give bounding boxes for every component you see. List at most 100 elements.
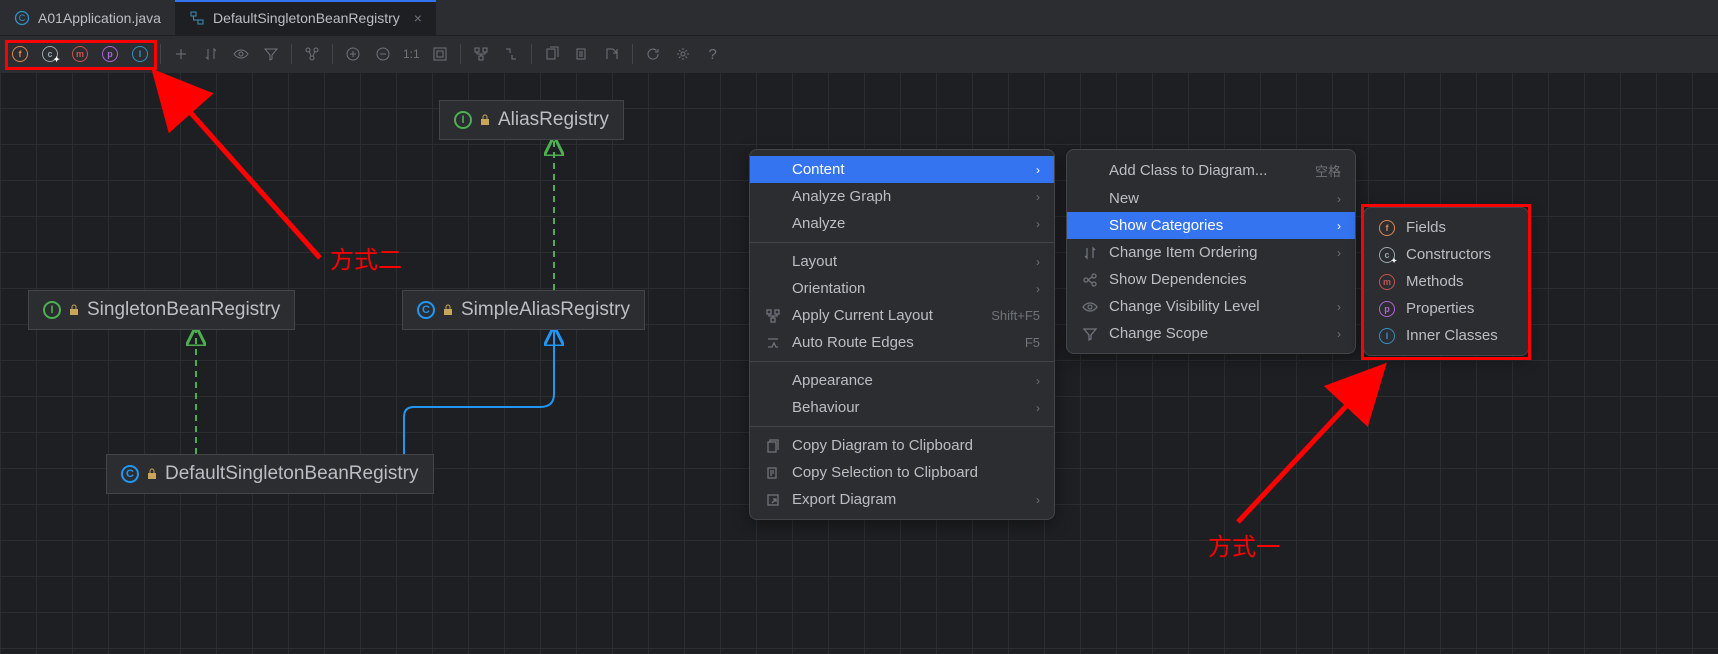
toolbar-properties-icon[interactable]: p xyxy=(96,40,124,68)
node-simplealiasregistry[interactable]: C SimpleAliasRegistry xyxy=(402,290,645,330)
menu-item-apply-current-layout[interactable]: Apply Current Layout Shift+F5 xyxy=(750,302,1054,329)
menu-item-label: Add Class to Diagram... xyxy=(1109,162,1267,179)
chevron-right-icon: › xyxy=(1337,219,1341,233)
menu-item-label: Apply Current Layout xyxy=(792,307,933,324)
lock-icon xyxy=(480,114,490,126)
menu-item-label: New xyxy=(1109,190,1139,207)
node-singletonbeanregistry[interactable]: I SingletonBeanRegistry xyxy=(28,290,295,330)
toolbar-help-icon[interactable]: ? xyxy=(699,40,727,68)
menu-item-copy-selection-to-clipboard[interactable]: Copy Selection to Clipboard xyxy=(750,459,1054,486)
menu-separator xyxy=(750,361,1054,362)
toolbar-copy-icon[interactable] xyxy=(538,40,566,68)
chevron-right-icon: › xyxy=(1036,217,1040,231)
separator xyxy=(332,44,333,64)
menu-item-new[interactable]: New › xyxy=(1067,185,1355,212)
chevron-right-icon: › xyxy=(1036,255,1040,269)
lock-icon xyxy=(147,468,157,480)
menu-item-analyze-graph[interactable]: Analyze Graph› xyxy=(750,183,1054,210)
menu-item-label: Properties xyxy=(1406,300,1474,317)
menu-item-label: Analyze Graph xyxy=(792,188,891,205)
menu-item-behaviour[interactable]: Behaviour› xyxy=(750,394,1054,421)
lock-icon xyxy=(69,304,79,316)
separator xyxy=(531,44,532,64)
menu-item-icon: f xyxy=(1378,220,1396,236)
toolbar-zoomin-icon[interactable] xyxy=(339,40,367,68)
menu-item-icon xyxy=(764,465,782,481)
chevron-right-icon: › xyxy=(1036,163,1040,177)
toolbar-settings-icon[interactable] xyxy=(669,40,697,68)
node-label: SimpleAliasRegistry xyxy=(461,299,630,321)
menu-item-icon xyxy=(764,335,782,351)
toolbar-sort-icon[interactable] xyxy=(197,40,225,68)
interface-icon: I xyxy=(454,111,472,129)
lock-icon xyxy=(443,304,453,316)
menu-item-change-visibility-level[interactable]: Change Visibility Level› xyxy=(1067,293,1355,320)
toolbar-fit-icon[interactable] xyxy=(426,40,454,68)
chevron-right-icon: › xyxy=(1337,192,1341,206)
menu-item-methods[interactable]: mMethods xyxy=(1364,268,1528,295)
chevron-right-icon: › xyxy=(1337,246,1341,260)
tab-diagram[interactable]: DefaultSingletonBeanRegistry × xyxy=(175,0,436,35)
toolbar-branch-icon[interactable] xyxy=(298,40,326,68)
menu-item-shortcut: Shift+F5 xyxy=(991,308,1040,323)
class-icon: C xyxy=(121,465,139,483)
node-label: AliasRegistry xyxy=(498,109,609,131)
menu-item-label: Inner Classes xyxy=(1406,327,1498,344)
menu-item-show-dependencies[interactable]: Show Dependencies xyxy=(1067,266,1355,293)
toolbar-refresh-icon[interactable] xyxy=(639,40,667,68)
toolbar-innerclasses-icon[interactable]: I xyxy=(126,40,154,68)
toolbar-methods-icon[interactable]: m xyxy=(66,40,94,68)
menu-item-label: Export Diagram xyxy=(792,491,896,508)
menu-item-change-scope[interactable]: Change Scope› xyxy=(1067,320,1355,347)
menu-item-analyze[interactable]: Analyze› xyxy=(750,210,1054,237)
menu-item-add-class-to-diagram-[interactable]: Add Class to Diagram...空格 xyxy=(1067,156,1355,185)
tab-a01application[interactable]: C A01Application.java xyxy=(0,0,175,35)
menu-item-inner-classes[interactable]: I Inner Classes xyxy=(1364,322,1528,349)
menu-item-properties[interactable]: pProperties xyxy=(1364,295,1528,322)
toolbar-zoom-text[interactable]: 1:1 xyxy=(399,47,424,61)
separator xyxy=(632,44,633,64)
node-label: DefaultSingletonBeanRegistry xyxy=(165,463,419,485)
menu-item-icon xyxy=(1081,245,1099,261)
separator xyxy=(160,44,161,64)
menu-item-label: Change Visibility Level xyxy=(1109,298,1260,315)
node-label: SingletonBeanRegistry xyxy=(87,299,280,321)
node-defaultsingletonbeanregistry[interactable]: C DefaultSingletonBeanRegistry xyxy=(106,454,434,494)
menu-item-constructors[interactable]: c✦Constructors xyxy=(1364,241,1528,268)
node-aliasregistry[interactable]: I AliasRegistry xyxy=(439,100,624,140)
toolbar-route-icon[interactable] xyxy=(497,40,525,68)
toolbar-layout-icon[interactable] xyxy=(467,40,495,68)
separator xyxy=(460,44,461,64)
menu-item-auto-route-edges[interactable]: Auto Route EdgesF5 xyxy=(750,329,1054,356)
menu-item-label: Appearance xyxy=(792,372,873,389)
toolbar-export-icon[interactable] xyxy=(598,40,626,68)
class-icon: C xyxy=(417,301,435,319)
menu-item-orientation[interactable]: Orientation› xyxy=(750,275,1054,302)
menu-item-label: Change Item Ordering xyxy=(1109,244,1257,261)
toolbar-fields-icon[interactable]: f xyxy=(6,40,34,68)
menu-separator xyxy=(750,426,1054,427)
menu-item-layout[interactable]: Layout› xyxy=(750,248,1054,275)
menu-item-fields[interactable]: fFields xyxy=(1364,214,1528,241)
menu-item-label: Show Categories xyxy=(1109,217,1223,234)
toolbar-expand-icon[interactable] xyxy=(167,40,195,68)
menu-item-icon: I xyxy=(1378,328,1396,344)
toolbar-zoomout-icon[interactable] xyxy=(369,40,397,68)
close-icon[interactable]: × xyxy=(414,10,422,26)
menu-item-copy-diagram-to-clipboard[interactable]: Copy Diagram to Clipboard xyxy=(750,432,1054,459)
menu-item-label: Auto Route Edges xyxy=(792,334,914,351)
toolbar-constructors-icon[interactable]: c✦ xyxy=(36,40,64,68)
toolbar-copysel-icon[interactable] xyxy=(568,40,596,68)
menu-item-appearance[interactable]: Appearance› xyxy=(750,367,1054,394)
menu-item-show-categories[interactable]: Show Categories › xyxy=(1067,212,1355,239)
toolbar-eye-icon[interactable] xyxy=(227,40,255,68)
menu-item-label: Behaviour xyxy=(792,399,860,416)
menu-item-content[interactable]: Content› xyxy=(750,156,1054,183)
menu-item-change-item-ordering[interactable]: Change Item Ordering › xyxy=(1067,239,1355,266)
svg-text:C: C xyxy=(19,13,26,23)
diagram-toolbar: f c✦ m p I 1:1 ? xyxy=(0,36,1718,72)
menu-item-export-diagram[interactable]: Export Diagram› xyxy=(750,486,1054,513)
toolbar-filter-icon[interactable] xyxy=(257,40,285,68)
editor-tabs: C A01Application.java DefaultSingletonBe… xyxy=(0,0,1718,36)
menu-item-icon xyxy=(764,438,782,454)
